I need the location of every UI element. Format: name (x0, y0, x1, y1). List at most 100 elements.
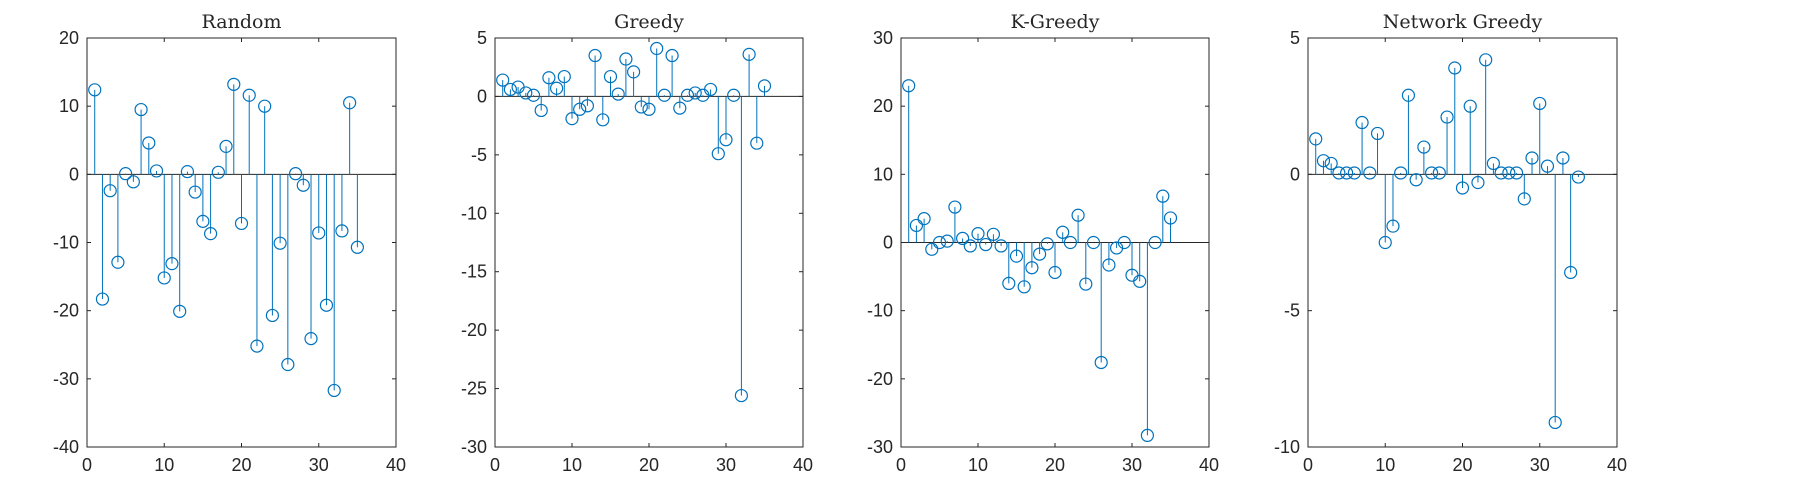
stem-marker (1564, 265, 1578, 280)
subplot-3: K-Greedy 0 10 20 30 40 -30 -20 -10 0 10 20 30 (867, 11, 1219, 475)
stem-marker (1079, 277, 1093, 291)
stem-marker (319, 298, 334, 312)
stem-marker (265, 308, 279, 323)
stem-marker (1463, 99, 1477, 113)
stem-marker (932, 235, 947, 250)
stem-marker (119, 167, 133, 181)
x-tick-label: 40 (1607, 455, 1627, 475)
stem-marker (1048, 265, 1062, 280)
stem-marker (1571, 170, 1585, 184)
y-tick-label: -10 (1274, 437, 1300, 457)
stem-marker (1471, 175, 1485, 190)
stem-marker (603, 69, 618, 84)
stem-marker (727, 88, 741, 102)
stem-marker (1017, 280, 1031, 294)
y-tick-label: -30 (867, 437, 893, 457)
stem-marker (1316, 154, 1331, 168)
stem-marker (1479, 53, 1493, 67)
y-tick-label: -10 (461, 203, 487, 223)
stem-marker (1117, 235, 1131, 250)
stem-marker (327, 383, 341, 398)
x-tick-label: 10 (968, 455, 988, 475)
stem-marker (742, 47, 756, 61)
stem-marker (1086, 235, 1101, 250)
stem-marker (542, 71, 556, 85)
y-tick-label: 5 (1290, 28, 1300, 48)
stem-marker (196, 214, 210, 228)
subplot-title: K-Greedy (1011, 11, 1100, 33)
y-tick-label: -20 (53, 301, 79, 321)
stem-marker (1494, 166, 1508, 180)
stem-marker (673, 101, 687, 115)
x-tick-label: 0 (82, 455, 92, 475)
stem-marker (188, 185, 202, 199)
stem-marker (626, 65, 641, 79)
stem-marker (1355, 115, 1369, 130)
y-tick-label: -10 (53, 233, 79, 253)
stem-marker (1009, 249, 1024, 263)
stem-marker (1432, 166, 1446, 180)
stem-marker (1394, 166, 1408, 180)
subplot-4: Network Greedy 0 10 20 30 40 -10 -5 0 5 (1274, 11, 1627, 475)
stem-marker (757, 79, 772, 93)
stem-marker (126, 175, 140, 189)
stem-marker (940, 234, 954, 248)
stem-marker (343, 96, 357, 110)
stem-marker (1133, 274, 1147, 288)
x-tick-label: 40 (1199, 455, 1219, 475)
stem-marker (1424, 166, 1439, 180)
stem-marker (211, 165, 225, 179)
stem-marker (1071, 208, 1085, 222)
stem-marker (95, 292, 110, 306)
y-tick-label: -20 (867, 369, 893, 389)
stem-marker (1509, 166, 1524, 180)
stem-marker (917, 212, 931, 226)
stem-marker (134, 102, 148, 117)
stem-marker (1040, 237, 1054, 251)
stem-marker (955, 231, 970, 246)
stem-marker (909, 218, 924, 233)
y-tick-label: -15 (461, 262, 487, 282)
stem-marker (750, 136, 764, 150)
stem-marker (665, 48, 679, 63)
stem-marker (711, 147, 725, 161)
y-tick-label: -5 (471, 145, 487, 165)
y-tick-label: -5 (1284, 301, 1300, 321)
stem-marker (288, 167, 303, 181)
stem-marker (680, 88, 695, 102)
subplot-title: Random (202, 11, 282, 33)
stem-marker (1347, 166, 1361, 180)
subplot-title: Greedy (614, 11, 684, 33)
y-tick-label: -30 (53, 369, 79, 389)
x-tick-label: 10 (1375, 455, 1395, 475)
stem-marker (1448, 61, 1462, 75)
stem-marker (250, 339, 264, 353)
stem-marker (1502, 166, 1516, 180)
stem-marker (925, 242, 939, 256)
y-tick-label: -40 (53, 437, 79, 457)
stem-marker (573, 102, 587, 116)
stem-marker (588, 48, 602, 63)
stem-marker (149, 164, 164, 178)
y-tick-label: 20 (873, 96, 893, 116)
stem-marker (273, 236, 287, 250)
stem-marker (227, 77, 241, 91)
stem-marker (1455, 181, 1470, 195)
x-tick-label: 0 (896, 455, 906, 475)
stem-marker (180, 165, 195, 179)
subplot-title: Network Greedy (1383, 11, 1543, 33)
stem-marker (619, 52, 633, 66)
x-tick-label: 30 (1530, 455, 1550, 475)
stem-marker (281, 357, 295, 372)
stem-marker (549, 81, 564, 95)
stem-marker (88, 83, 102, 97)
x-tick-label: 30 (309, 455, 329, 475)
stem-marker (719, 133, 733, 147)
stem-marker (1156, 189, 1170, 203)
stem-marker (1025, 261, 1039, 275)
stem-marker (1556, 151, 1570, 165)
y-tick-label: 0 (883, 233, 893, 253)
stem-marker (234, 216, 249, 231)
y-tick-label: -30 (461, 437, 487, 457)
